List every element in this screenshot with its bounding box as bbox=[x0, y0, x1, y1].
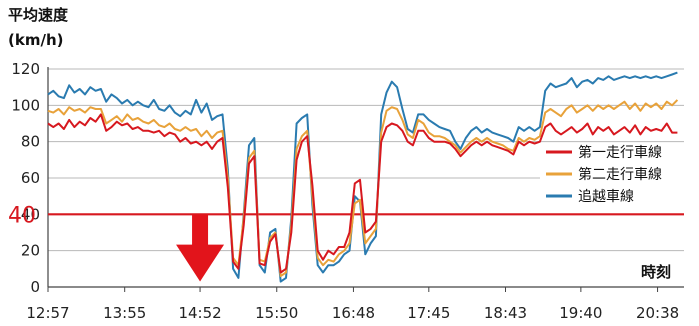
legend-bg-0 bbox=[540, 143, 692, 162]
legend-label-1: 第二走行車線 bbox=[578, 166, 662, 183]
y-tick-100: 100 bbox=[11, 96, 40, 114]
x-tick-1: 13:55 bbox=[103, 304, 146, 322]
y-tick-60: 60 bbox=[21, 169, 40, 187]
x-tick-3: 15:50 bbox=[255, 304, 298, 322]
threshold-group: 40 bbox=[8, 203, 684, 228]
y-axis-title-line1: 平均速度 bbox=[8, 6, 69, 24]
legend-label-2: 追越車線 bbox=[578, 188, 634, 205]
y-tick-0: 0 bbox=[30, 278, 40, 296]
series-line-1 bbox=[47, 99, 679, 278]
x-tick-7: 19:40 bbox=[559, 304, 602, 322]
series-lines bbox=[47, 71, 679, 283]
y-tick-labels: 0 20 40 60 80 100 120 bbox=[11, 60, 40, 296]
legend-bg-1 bbox=[540, 165, 692, 184]
y-tick-80: 80 bbox=[21, 133, 40, 151]
x-tick-0: 12:57 bbox=[26, 304, 69, 322]
x-tick-6: 18:43 bbox=[484, 304, 527, 322]
x-tick-labels: 12:57 13:55 14:52 15:50 16:48 17:45 18:43 19:40… bbox=[26, 287, 679, 322]
y-tick-120: 120 bbox=[11, 60, 40, 78]
down-arrow bbox=[176, 214, 225, 282]
series-line-0 bbox=[47, 113, 678, 274]
x-axis-title: 時刻 bbox=[641, 263, 671, 281]
y-axis-title-line2: (km/h) bbox=[8, 31, 63, 49]
threshold-label: 40 bbox=[8, 203, 36, 228]
x-tick-2: 14:52 bbox=[178, 304, 221, 322]
arrow-shape bbox=[176, 214, 225, 282]
legend-bg-2 bbox=[540, 187, 692, 206]
legend-label-0: 第一走行車線 bbox=[578, 144, 662, 161]
x-tick-4: 16:48 bbox=[332, 304, 375, 322]
y-tick-20: 20 bbox=[21, 242, 40, 260]
y-tick-40: 40 bbox=[21, 205, 40, 223]
x-tick-5: 17:45 bbox=[407, 304, 450, 322]
x-tick-8: 20:38 bbox=[636, 304, 679, 322]
